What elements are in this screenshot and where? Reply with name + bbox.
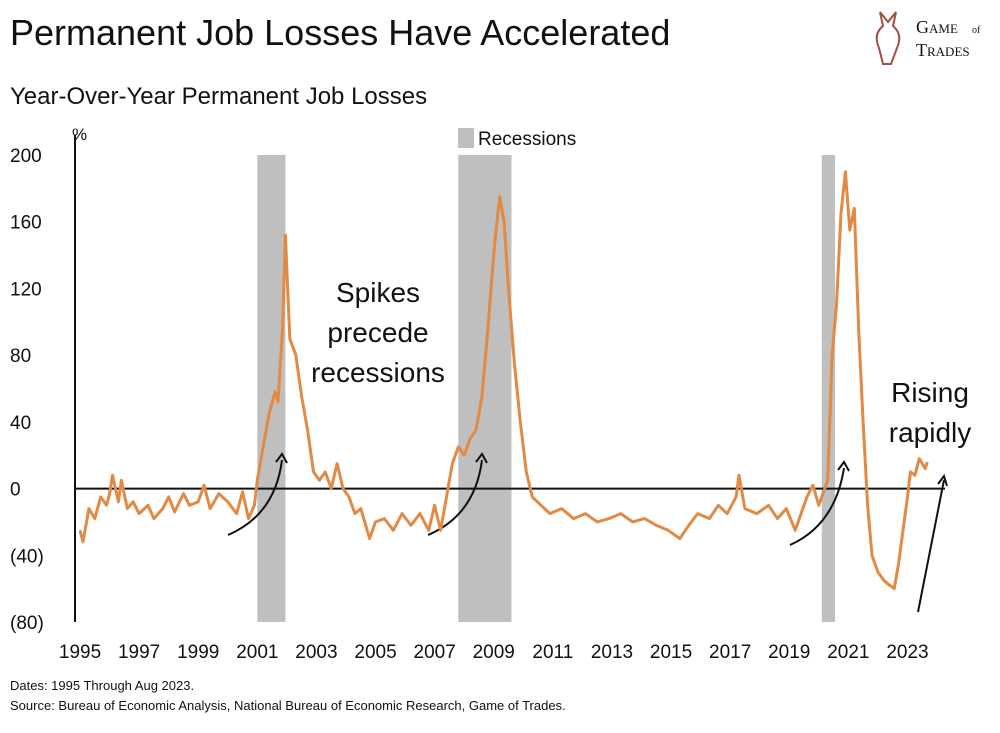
- recession-band: [257, 155, 286, 622]
- legend-label: Recessions: [478, 129, 576, 150]
- logo: Game of Trades: [875, 11, 981, 65]
- logo-icon: [875, 11, 901, 65]
- chart-subtitle: Year-Over-Year Permanent Job Losses: [10, 83, 427, 110]
- arrow: [427, 459, 483, 536]
- arrows: [227, 452, 948, 613]
- arrow: [789, 467, 845, 546]
- x-tick-label: 1995: [59, 642, 101, 663]
- recession-band: [821, 155, 836, 622]
- chart-title: Permanent Job Losses Have Accelerated: [10, 12, 670, 53]
- series-line: [78, 170, 929, 591]
- note: Dates: 1995 Through Aug 2023.: [10, 678, 194, 693]
- arrow-head: [475, 452, 488, 464]
- x-tick-label: 2021: [827, 642, 869, 663]
- logo-text: Game: [916, 17, 958, 37]
- arrow: [917, 479, 945, 613]
- arrow-head: [837, 460, 850, 472]
- annotation: Spikes: [336, 277, 420, 308]
- legend-swatch: [458, 128, 474, 148]
- x-tick-label: 2019: [768, 642, 810, 663]
- x-tick-label: 2011: [532, 642, 573, 663]
- y-tick-label: 160: [10, 213, 42, 234]
- x-tick-label: 2005: [354, 642, 396, 663]
- y-tick-label: 120: [10, 279, 42, 300]
- x-tick-label: 1997: [118, 642, 160, 663]
- x-tick-label: 2013: [591, 642, 633, 663]
- recession-band: [458, 155, 512, 622]
- y-tick-label: 200: [10, 146, 42, 167]
- y-tick-label: (80): [10, 613, 44, 634]
- arrow-head: [275, 452, 288, 464]
- logo-text: Trades: [916, 40, 970, 60]
- arrow-head: [937, 473, 948, 487]
- x-tick-label: 2007: [414, 642, 456, 663]
- x-tick-label: 2015: [650, 642, 692, 663]
- y-tick-label: 0: [10, 480, 21, 501]
- y-tick-label: (40): [10, 546, 44, 567]
- annotation: recessions: [311, 357, 445, 388]
- x-tick-label: 2009: [473, 642, 515, 663]
- x-tick-label: 2023: [886, 642, 928, 663]
- y-tick-label: 40: [10, 413, 31, 434]
- x-tick-label: 2003: [295, 642, 337, 663]
- annotation: Rising: [891, 377, 969, 408]
- x-tick-label: 1999: [177, 642, 219, 663]
- annotation: precede: [327, 317, 428, 348]
- logo-text: of: [972, 25, 981, 36]
- y-tick-label: 80: [10, 346, 31, 367]
- note: Source: Bureau of Economic Analysis, Nat…: [10, 698, 566, 713]
- arrow: [227, 459, 283, 536]
- x-tick-label: 2017: [709, 642, 751, 663]
- annotation: rapidly: [889, 417, 971, 448]
- x-tick-label: 2001: [236, 642, 278, 663]
